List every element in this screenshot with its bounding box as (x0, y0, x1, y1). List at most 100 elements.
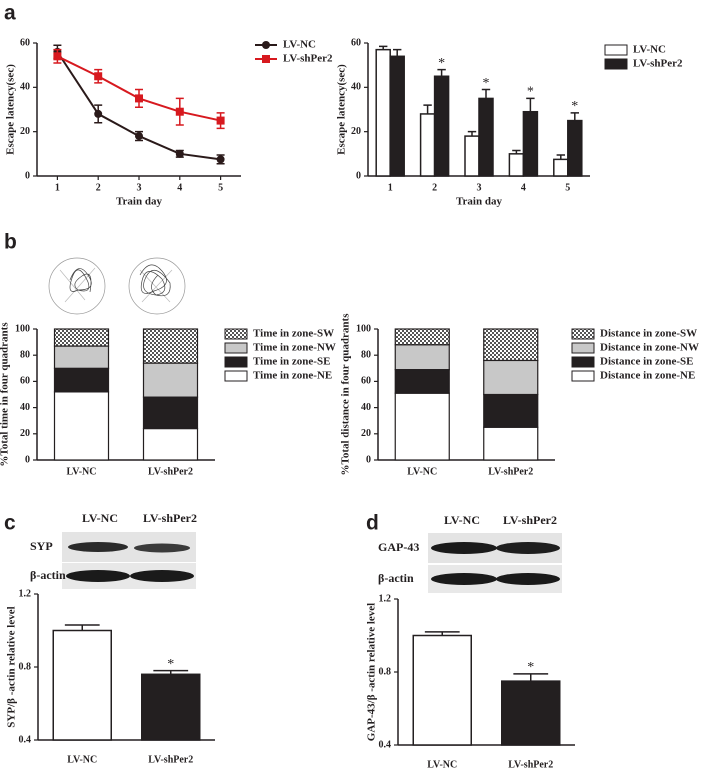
x-tick-label: LV-NC (427, 759, 457, 770)
y-tick-label: 20 (361, 428, 371, 439)
error-bar (570, 112, 579, 121)
y-axis-label: Escape latency(sec) (5, 64, 17, 155)
bar (375, 48, 391, 177)
legend-label: LV-NC (283, 39, 316, 51)
legend-marker (262, 55, 270, 63)
y-tick-label: 0.4 (379, 739, 392, 750)
x-tick-label: 1 (55, 182, 60, 193)
significance: * (438, 56, 445, 71)
bar-segment (53, 328, 110, 347)
legend-label: Distance in zone-NE (600, 370, 695, 382)
legend-swatch (571, 342, 595, 354)
y-tick-label: 0 (366, 454, 371, 465)
bar (464, 135, 480, 177)
x-tick-label: 1 (388, 182, 393, 193)
y-axis-label: SYP/β -actin relative level (6, 606, 18, 727)
y-tick-label: 100 (356, 323, 371, 334)
bar-segment (483, 328, 539, 362)
x-tick-label: 3 (477, 182, 482, 193)
x-tick-label: 5 (565, 182, 570, 193)
blot-row: GAP-43 (378, 540, 419, 554)
marker (175, 107, 184, 116)
y-tick-label: 100 (15, 323, 30, 334)
legend-marker (262, 41, 270, 49)
legend-swatch (571, 328, 595, 340)
error-bar (423, 104, 432, 114)
y-tick-label: 40 (361, 402, 371, 413)
bar (141, 673, 201, 741)
marker (135, 132, 143, 141)
marker (53, 52, 62, 61)
marker (175, 149, 184, 158)
y-tick-label: 40 (351, 82, 361, 93)
bar (553, 158, 569, 177)
error-bar (513, 673, 549, 682)
error-bar (481, 88, 491, 99)
bar-segment (394, 328, 450, 346)
bar (567, 119, 583, 177)
legend-swatch (224, 370, 248, 382)
significance: * (483, 76, 490, 91)
blot-column: LV-shPer2 (503, 513, 557, 527)
bar (478, 97, 494, 177)
legend-swatch (571, 370, 595, 382)
bar (522, 110, 539, 177)
bar-segment (483, 359, 539, 396)
panel-letter: c (4, 512, 16, 535)
panel-letter: a (4, 2, 16, 25)
legend-label: Distance in zone-NW (600, 342, 699, 354)
bar (389, 55, 405, 177)
blot-c (62, 532, 196, 589)
blot-d (428, 533, 562, 593)
y-tick-label: 40 (20, 402, 30, 413)
significance: * (527, 660, 534, 675)
significance: * (167, 657, 174, 672)
x-tick-label: 2 (432, 182, 437, 193)
y-tick-label: 0 (25, 454, 30, 465)
y-tick-label: 0.8 (19, 661, 32, 672)
legend-label: Time in zone-NW (253, 342, 336, 354)
y-tick-label: 20 (20, 126, 30, 137)
legend-label: Distance in zone-SE (600, 356, 694, 368)
legend-swatch (224, 342, 248, 354)
bar (508, 153, 525, 177)
marker (94, 72, 103, 81)
x-tick-label: 4 (177, 182, 182, 193)
significance: * (527, 85, 534, 100)
y-tick-label: 60 (20, 376, 30, 387)
y-tick-label: 0 (356, 170, 361, 181)
legend-label: Time in zone-SW (253, 328, 334, 340)
x-tick-label: LV-shPer2 (148, 466, 193, 477)
bar (501, 680, 561, 746)
x-tick-label: 2 (96, 182, 101, 193)
y-tick-label: 20 (20, 428, 30, 439)
x-tick-label: LV-shPer2 (148, 754, 193, 765)
bar-segment (53, 345, 110, 369)
x-tick-label: LV-shPer2 (508, 759, 553, 770)
bar-segment (53, 391, 110, 461)
panel-letter: d (366, 512, 379, 535)
blot-column: LV-NC (444, 513, 480, 527)
y-axis-label: Escape latency(sec) (336, 64, 348, 155)
legend-label: Time in zone-SE (253, 356, 330, 368)
legend-swatch (571, 356, 595, 368)
marker (94, 109, 103, 118)
legend-swatch (224, 328, 248, 340)
blot-row: β-actin (378, 571, 414, 585)
blot-column: LV-NC (82, 511, 118, 525)
bar-segment (142, 328, 199, 364)
error-bar (437, 68, 446, 77)
legend-swatch (604, 44, 628, 56)
x-tick-label: 4 (521, 182, 526, 193)
error-bar (526, 97, 535, 112)
significance: * (571, 99, 578, 114)
y-tick-label: 40 (20, 82, 30, 93)
x-tick-label: 3 (137, 182, 142, 193)
marker (216, 155, 225, 164)
marker (135, 94, 143, 103)
blot-row: SYP (30, 539, 53, 553)
y-axis-label: GAP-43/β -actin relative level (366, 603, 378, 741)
x-axis-label: Train day (116, 196, 162, 208)
bar (419, 113, 436, 177)
